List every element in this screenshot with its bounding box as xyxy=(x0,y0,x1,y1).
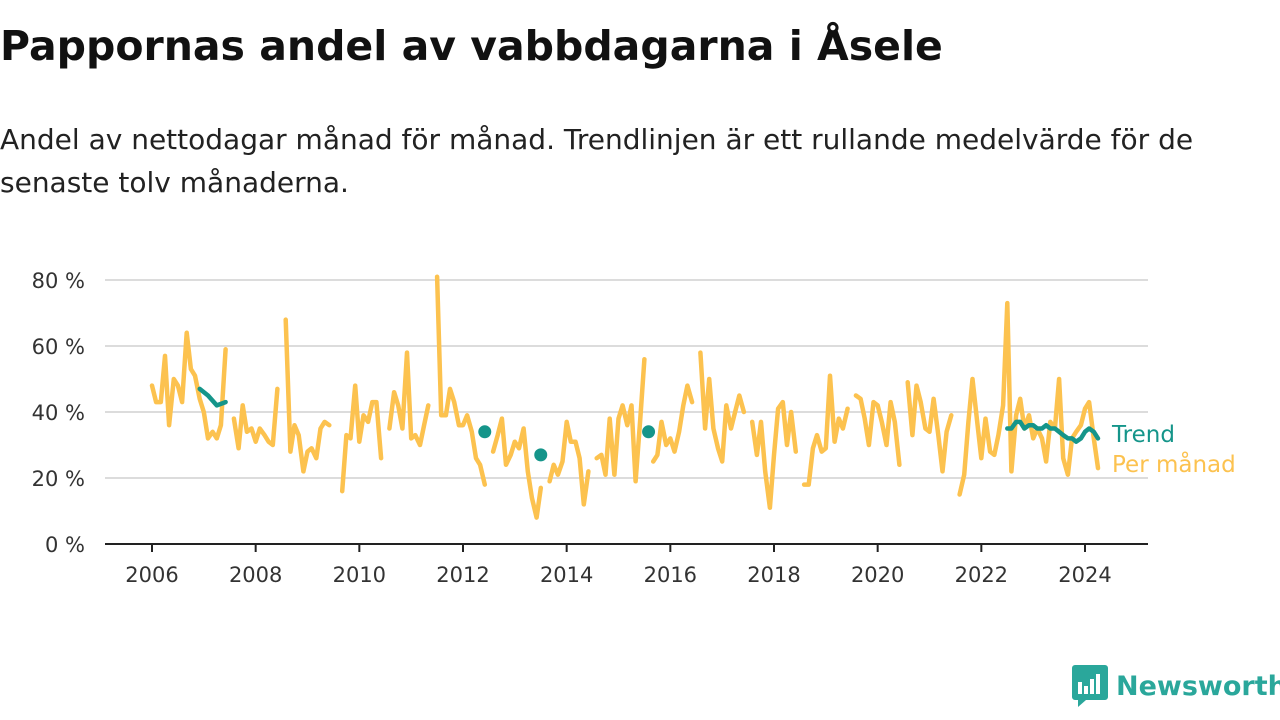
legend-label-per-manad: Per månad xyxy=(1112,450,1236,478)
x-tick-label: 2016 xyxy=(644,563,697,587)
y-tick-label: 40 % xyxy=(32,401,85,425)
y-tick-label: 0 % xyxy=(45,533,85,557)
series-line-segment xyxy=(387,350,431,448)
series-line-segment xyxy=(905,380,954,474)
x-tick-label: 2012 xyxy=(436,563,489,587)
series-line-segment xyxy=(698,350,747,464)
newsworthy-brand: Newsworthy xyxy=(1072,664,1280,708)
series-line-segment xyxy=(149,330,228,441)
x-tick-label: 2006 xyxy=(125,563,178,587)
x-tick-label: 2024 xyxy=(1058,563,1111,587)
series-line-segment xyxy=(490,416,544,520)
y-tick-label: 60 % xyxy=(32,335,85,359)
x-tick-label: 2018 xyxy=(747,563,800,587)
data-point xyxy=(534,448,548,462)
series-line-segment xyxy=(650,383,695,464)
y-axis-ticks: 0 % 20 % 40 % 60 % 80 % xyxy=(32,269,85,557)
chart-title: Pappornas andel av vabbdagarna i Åsele xyxy=(0,22,943,70)
x-tick-label: 2010 xyxy=(333,563,386,587)
grid-lines xyxy=(105,279,1148,479)
y-tick-label: 20 % xyxy=(32,467,85,491)
brand-name: Newsworthy xyxy=(1116,670,1280,702)
chart-subtitle: Andel av nettodagar månad för månad. Tre… xyxy=(0,123,1194,199)
series-line-segment xyxy=(1005,419,1101,444)
data-point xyxy=(478,425,492,439)
series-line-segment xyxy=(547,419,591,507)
series-line-segment xyxy=(749,399,799,510)
series-line-segment xyxy=(853,393,902,468)
series-line-segment xyxy=(801,373,850,487)
x-tick-label: 2014 xyxy=(540,563,593,587)
newsworthy-logo-icon xyxy=(1072,665,1108,707)
x-tick-label: 2008 xyxy=(229,563,282,587)
y-tick-label: 80 % xyxy=(32,269,85,293)
x-tick-label: 2020 xyxy=(851,563,904,587)
x-tick-label: 2022 xyxy=(955,563,1008,587)
x-axis-ticks: 2006 2008 2010 2012 2014 2016 2018 2020 2022 2024 xyxy=(125,544,1112,587)
series-line-segment xyxy=(434,274,488,487)
legend-label-trend: Trend xyxy=(1111,422,1175,448)
data-point xyxy=(642,425,656,439)
series-line-segment xyxy=(594,356,647,484)
series-line-segment xyxy=(231,386,280,451)
series-line-segment xyxy=(283,317,332,474)
series-line-segment xyxy=(339,383,384,494)
series-line-segment xyxy=(197,386,228,408)
series-line-segment xyxy=(957,300,1101,497)
series-per-manad xyxy=(149,274,1101,520)
series-trend xyxy=(197,386,1101,462)
